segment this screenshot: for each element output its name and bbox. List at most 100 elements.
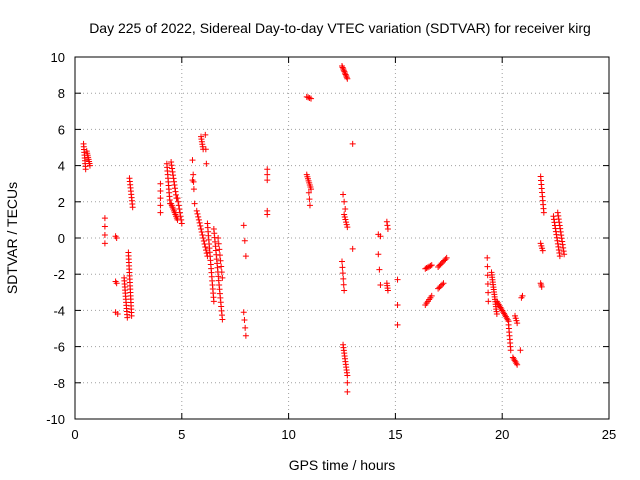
data-point	[349, 140, 356, 147]
data-point	[339, 264, 346, 271]
x-tick-label: 15	[388, 427, 402, 442]
data-point	[178, 216, 185, 223]
data-point	[216, 252, 223, 259]
data-point	[424, 264, 431, 271]
data-point	[513, 360, 520, 367]
data-point	[484, 254, 491, 261]
data-point	[556, 253, 563, 260]
data-point	[343, 74, 350, 81]
data-point	[157, 187, 164, 194]
data-point	[384, 225, 391, 232]
data-point	[341, 68, 348, 75]
data-point	[517, 347, 524, 354]
x-tick-label: 10	[281, 427, 295, 442]
data-point	[440, 280, 447, 287]
data-point	[349, 245, 356, 252]
data-point	[264, 177, 271, 184]
data-point	[383, 218, 390, 225]
data-point	[340, 281, 347, 288]
data-point	[306, 196, 313, 203]
data-point	[240, 309, 247, 316]
data-point	[342, 206, 349, 213]
data-point	[377, 233, 384, 240]
data-point	[195, 216, 202, 223]
data-point	[384, 222, 391, 229]
data-point	[339, 64, 346, 71]
data-point	[343, 72, 350, 79]
data-point	[215, 240, 222, 247]
data-point	[339, 258, 345, 265]
data-point	[540, 209, 547, 216]
data-point	[157, 202, 164, 209]
data-point	[113, 280, 120, 287]
data-point	[484, 280, 491, 287]
data-point	[203, 247, 210, 254]
data-point	[240, 222, 247, 229]
y-tick-label: 0	[58, 231, 65, 246]
data-point	[341, 214, 348, 221]
data-point	[342, 216, 349, 223]
data-point	[341, 211, 348, 218]
x-tick-label: 25	[602, 427, 616, 442]
data-point	[210, 298, 217, 305]
data-point	[199, 231, 206, 238]
data-point	[538, 283, 545, 290]
data-point	[376, 266, 383, 273]
data-point	[485, 298, 492, 305]
data-point	[514, 361, 521, 368]
data-point	[219, 274, 226, 281]
data-point	[196, 219, 203, 226]
data-point	[308, 186, 315, 193]
data-point	[198, 225, 205, 232]
data-point	[264, 166, 271, 173]
data-point	[394, 301, 401, 308]
data-point	[157, 195, 164, 202]
data-point	[519, 292, 526, 299]
data-point	[203, 160, 210, 167]
data-point	[344, 379, 351, 386]
y-tick-label: 4	[58, 159, 65, 174]
data-point	[176, 206, 183, 213]
data-point	[340, 275, 347, 282]
data-point	[394, 321, 401, 328]
data-point	[242, 332, 249, 339]
data-point	[129, 204, 136, 211]
data-point	[241, 237, 248, 244]
data-point	[423, 265, 430, 272]
data-point	[203, 250, 210, 257]
data-point	[200, 235, 207, 241]
data-point	[343, 219, 350, 226]
data-point	[101, 215, 108, 222]
data-point	[539, 247, 546, 254]
data-point	[242, 253, 249, 260]
data-point	[422, 265, 429, 272]
data-point	[202, 131, 209, 138]
data-point	[157, 180, 164, 187]
x-axis-label: GPS time / hours	[289, 457, 396, 473]
data-point	[241, 317, 248, 324]
data-point	[124, 314, 131, 321]
data-point	[394, 276, 401, 283]
data-point	[191, 200, 198, 207]
data-point	[340, 65, 347, 72]
data-point	[198, 228, 205, 235]
data-point	[426, 263, 433, 270]
y-axis-label: SDTVAR / TECUs	[4, 182, 20, 294]
data-point	[427, 262, 434, 269]
data-point	[101, 240, 108, 247]
data-point	[101, 223, 108, 230]
data-point	[200, 238, 207, 245]
data-point	[344, 388, 351, 395]
data-point	[197, 222, 204, 229]
data-point	[128, 312, 135, 319]
data-point	[303, 93, 310, 100]
data-point	[507, 347, 514, 354]
y-tick-label: -8	[53, 376, 65, 391]
data-point	[157, 209, 164, 216]
data-point	[306, 95, 313, 102]
data-point	[190, 178, 197, 185]
data-point	[82, 166, 89, 173]
data-point	[305, 189, 312, 196]
x-tick-label: 5	[178, 427, 185, 442]
data-point	[178, 220, 185, 227]
